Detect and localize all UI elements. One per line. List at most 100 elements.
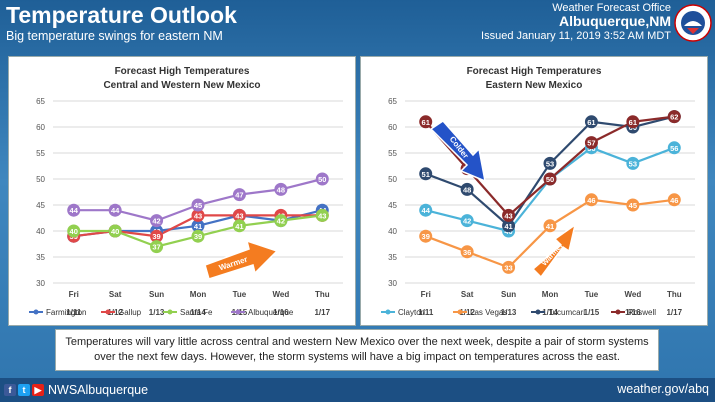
header: Temperature Outlook Big temperature swin… (0, 0, 715, 46)
data-label: 56 (670, 144, 678, 153)
data-point (502, 260, 516, 274)
chart-panel-central-western: Forecast High Temperatures Central and We… (8, 56, 356, 326)
data-point (543, 172, 557, 186)
data-point (543, 219, 557, 233)
data-point (419, 229, 433, 243)
y-tick-label: 45 (388, 201, 397, 210)
x-tick-date: 1/16 (625, 308, 641, 317)
twitter-icon[interactable]: t (18, 384, 30, 396)
data-label: 62 (670, 113, 678, 122)
y-tick-label: 35 (388, 253, 397, 262)
data-point (626, 198, 640, 212)
legend-label: Clayton (398, 308, 425, 317)
data-label: 61 (422, 118, 430, 127)
y-tick-label: 60 (388, 123, 397, 132)
youtube-icon[interactable]: ▶ (32, 384, 44, 396)
data-point (191, 219, 205, 233)
x-tick-day: Fri (421, 290, 431, 299)
data-label: 41 (235, 222, 243, 231)
x-tick-day: Sun (149, 290, 164, 299)
y-tick-label: 35 (36, 253, 45, 262)
data-point (419, 203, 433, 217)
legend-label: Gallup (118, 308, 142, 317)
page-title: Temperature Outlook (6, 2, 237, 28)
data-point (108, 224, 122, 238)
x-tick-day: Thu (315, 290, 330, 299)
y-tick-label: 45 (36, 201, 45, 210)
warmer-arrow-icon (204, 239, 279, 280)
data-point (667, 193, 681, 207)
y-tick-label: 65 (36, 97, 45, 106)
x-tick-date: 1/13 (501, 308, 517, 317)
office-city: Albuquerque,NM (559, 13, 671, 29)
y-tick-label: 60 (36, 123, 45, 132)
chart-subtitle: Central and Western New Mexico (103, 80, 260, 91)
footer: f t ▶ NWSAlbuquerque weather.gov/abq (0, 378, 715, 402)
data-label: 36 (463, 248, 471, 257)
data-label: 37 (152, 243, 160, 252)
legend-label: Albuquerque (248, 308, 294, 317)
x-tick-date: 1/16 (273, 308, 289, 317)
facebook-icon[interactable]: f (4, 384, 16, 396)
y-tick-label: 30 (36, 279, 45, 288)
x-tick-day: Thu (667, 290, 682, 299)
data-point (543, 156, 557, 170)
legend-marker (167, 309, 173, 315)
y-tick-label: 65 (388, 97, 397, 106)
y-tick-label: 55 (36, 149, 45, 158)
x-tick-day: Sun (501, 290, 516, 299)
data-point (274, 214, 288, 228)
data-label: 44 (111, 206, 120, 215)
data-point (315, 208, 329, 222)
data-label: 47 (235, 191, 243, 200)
x-tick-date: 1/14 (542, 308, 558, 317)
data-point (67, 224, 81, 238)
data-label: 43 (318, 211, 326, 220)
data-label: 61 (587, 118, 595, 127)
data-label: 33 (504, 263, 512, 272)
data-label: 40 (70, 227, 78, 236)
data-label: 41 (546, 222, 554, 231)
data-point (191, 198, 205, 212)
data-label: 43 (194, 211, 202, 220)
x-tick-day: Mon (542, 290, 559, 299)
issued-time: Issued January 11, 2019 3:52 AM MDT (481, 30, 671, 42)
legend-marker (33, 309, 39, 315)
legend-marker (615, 309, 621, 315)
data-label: 48 (277, 185, 285, 194)
x-tick-day: Sat (109, 290, 122, 299)
data-point (232, 188, 246, 202)
warmer-arrow-icon (531, 223, 577, 279)
legend-label: Las Vegas (470, 308, 507, 317)
data-label: 53 (546, 159, 554, 168)
colder-arrow-icon (429, 120, 486, 183)
data-label: 41 (194, 222, 202, 231)
data-label: 41 (504, 222, 512, 231)
y-tick-label: 50 (388, 175, 397, 184)
data-label: 43 (235, 211, 243, 220)
data-label: 44 (422, 206, 431, 215)
data-label: 46 (587, 196, 595, 205)
data-point (667, 141, 681, 155)
data-label: 42 (152, 217, 160, 226)
data-label: 39 (194, 232, 202, 241)
x-tick-date: 1/17 (666, 308, 682, 317)
data-point (626, 115, 640, 129)
data-label: 45 (194, 201, 202, 210)
data-point (232, 208, 246, 222)
legend-marker (457, 309, 463, 315)
data-label: 51 (422, 170, 430, 179)
data-point (67, 203, 81, 217)
data-label: 50 (546, 175, 554, 184)
data-label: 39 (152, 232, 160, 241)
data-point (584, 115, 598, 129)
data-point (460, 182, 474, 196)
data-point (150, 240, 164, 254)
social-handle[interactable]: NWSAlbuquerque (48, 383, 149, 397)
legend-marker (535, 309, 541, 315)
x-tick-day: Wed (624, 290, 641, 299)
legend-label: Santa Fe (180, 308, 213, 317)
website-link[interactable]: weather.gov/abq (617, 382, 709, 396)
data-label: 42 (463, 217, 471, 226)
legend-marker (105, 309, 111, 315)
